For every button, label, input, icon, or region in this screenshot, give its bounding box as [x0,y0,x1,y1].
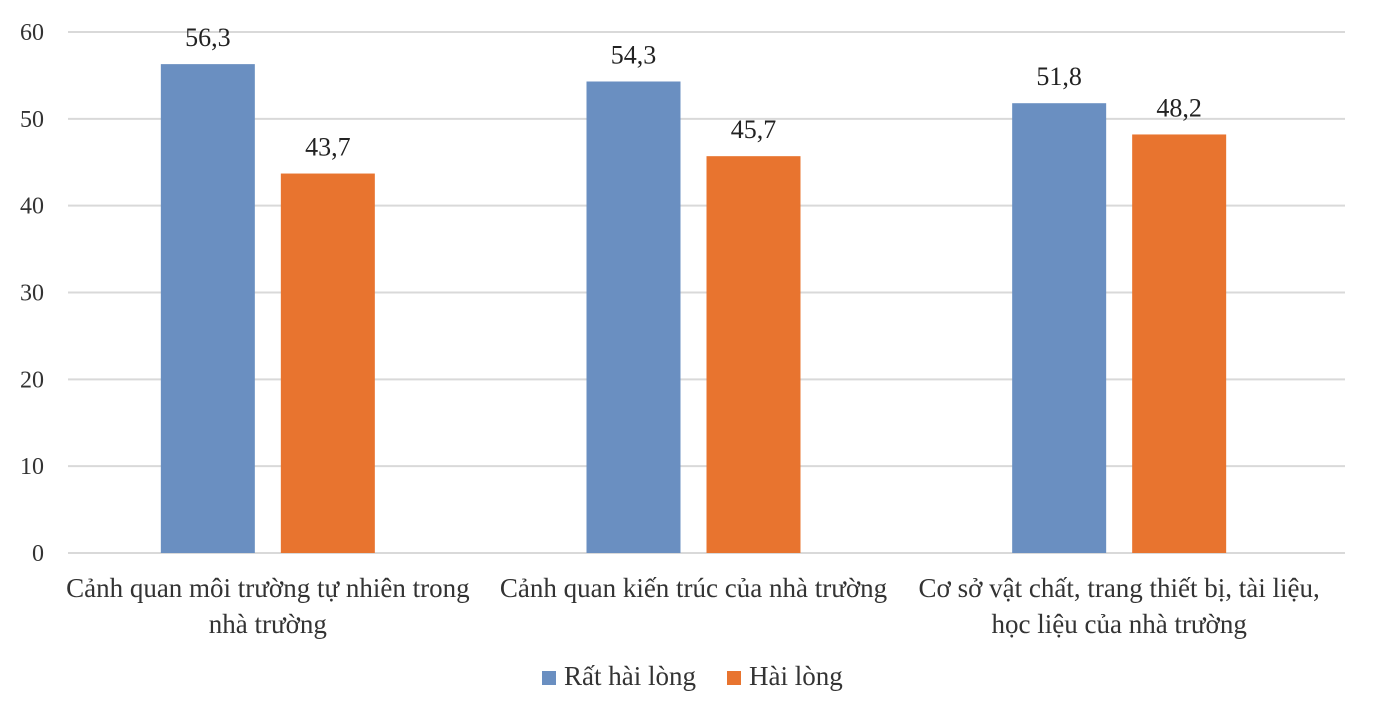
y-tick-label: 20 [20,367,44,393]
data-label: 43,7 [305,133,351,162]
x-axis-categories: Cảnh quan môi trường tự nhiên trong nhà t… [66,573,1320,639]
y-tick-label: 60 [20,20,44,46]
y-tick-label: 40 [20,194,44,220]
legend-swatch [542,671,556,685]
data-labels: 56,3 43,7 54,3 45,7 51,8 48,2 [185,23,1202,161]
legend-label: Hài lòng [749,661,843,691]
y-tick-label: 30 [20,281,44,307]
y-tick-label: 10 [20,454,44,480]
bar [280,173,375,553]
bar [1012,103,1107,553]
data-label: 56,3 [185,23,231,52]
data-label: 54,3 [611,40,657,69]
data-label: 48,2 [1156,93,1202,122]
data-label: 45,7 [731,115,777,144]
bar [160,64,255,554]
y-tick-label: 0 [32,541,44,567]
bar [706,156,801,553]
x-category-label: Cảnh quan môi trường tự nhiên trong [66,573,470,603]
data-label: 51,8 [1036,62,1082,91]
x-category-label: Cơ sở vật chất, trang thiết bị, tài liệu… [919,573,1320,603]
bar [1132,134,1227,554]
y-tick-label: 50 [20,107,44,133]
bars [160,64,1227,554]
x-category-label: học liệu của nhà trường [992,609,1247,639]
y-axis-ticks: 0 10 20 30 40 50 60 [20,20,44,567]
x-category-label: nhà trường [209,609,327,639]
legend: Rất hài lòng Hài lòng [542,661,843,691]
legend-label: Rất hài lòng [564,661,696,691]
bar [586,81,681,554]
x-category-label: Cảnh quan kiến trúc của nhà trường [500,573,887,603]
legend-swatch [727,671,741,685]
